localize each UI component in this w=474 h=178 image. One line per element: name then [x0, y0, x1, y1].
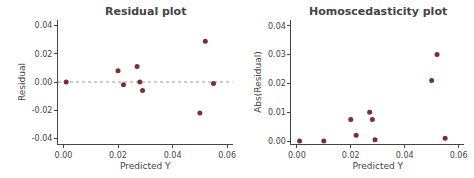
svg-text:0.04: 0.04 — [164, 151, 182, 160]
svg-text:-0.04: -0.04 — [32, 134, 53, 143]
svg-text:Predicted Y: Predicted Y — [120, 161, 171, 171]
svg-text:Homoscedasticity plot: Homoscedasticity plot — [309, 5, 447, 18]
svg-text:0.00: 0.00 — [55, 151, 73, 160]
svg-text:0.04: 0.04 — [396, 151, 414, 160]
svg-text:0.00: 0.00 — [35, 78, 53, 87]
svg-text:0.00: 0.00 — [288, 151, 306, 160]
svg-text:Abs(Residual): Abs(Residual) — [253, 51, 263, 113]
svg-text:0.06: 0.06 — [450, 151, 468, 160]
svg-text:-0.02: -0.02 — [32, 106, 53, 115]
svg-text:0.03: 0.03 — [268, 50, 286, 59]
svg-text:0.02: 0.02 — [35, 50, 53, 59]
svg-text:0.02: 0.02 — [268, 79, 286, 88]
svg-text:0.06: 0.06 — [218, 151, 236, 160]
svg-text:0.02: 0.02 — [342, 151, 360, 160]
svg-text:Residual: Residual — [17, 63, 27, 101]
svg-text:0.02: 0.02 — [109, 151, 127, 160]
svg-text:Residual plot: Residual plot — [105, 5, 186, 18]
svg-text:0.04: 0.04 — [268, 22, 286, 31]
svg-text:Predicted Y: Predicted Y — [352, 161, 403, 171]
svg-text:0.04: 0.04 — [35, 21, 53, 30]
svg-text:0.00: 0.00 — [268, 137, 286, 146]
svg-text:0.01: 0.01 — [268, 108, 286, 117]
